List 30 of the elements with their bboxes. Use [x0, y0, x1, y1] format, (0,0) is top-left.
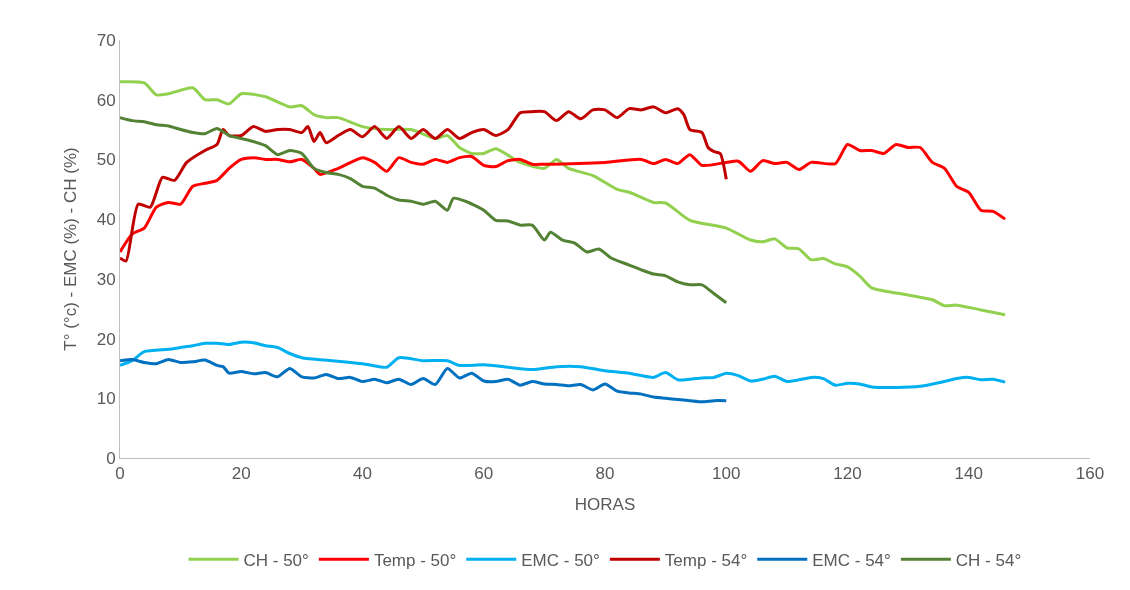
y-tick-label: 70: [96, 30, 116, 50]
x-tick-label: 100: [712, 464, 741, 484]
x-tick-label: 160: [1075, 464, 1105, 484]
line-series: [120, 105, 728, 263]
y-tick-label: 40: [96, 210, 116, 230]
y-tick-label: 10: [96, 389, 116, 409]
line-series: [120, 142, 1007, 254]
legend-label: CH - 54°: [955, 550, 1022, 570]
x-tick-label: 80: [595, 464, 615, 484]
legend-label: EMC - 54°: [812, 550, 891, 570]
y-tick-label: 20: [96, 329, 116, 349]
line-series: [120, 340, 1007, 390]
y-tick-label: 50: [96, 150, 116, 170]
line-series: [120, 357, 728, 404]
y-tick-label: 30: [96, 269, 116, 289]
x-tick-label: 120: [833, 464, 862, 484]
y-axis-title: T° (°c) - EMC (%) - CH (%): [61, 147, 81, 351]
x-tick-label: 20: [231, 464, 251, 484]
x-tick-label: 40: [353, 464, 372, 484]
y-tick-label: 0: [106, 448, 116, 468]
y-tick-label: 60: [96, 90, 116, 110]
legend-label: CH - 50°: [243, 550, 309, 570]
x-tick-label: 60: [474, 464, 494, 484]
line-series: [120, 80, 1007, 317]
legend-label: Temp - 54°: [664, 550, 748, 570]
legend-label: EMC - 50°: [521, 550, 600, 570]
x-axis-title: HORAS: [574, 494, 636, 514]
line-series: [120, 116, 728, 305]
legend-label: Temp - 50°: [373, 550, 457, 570]
x-tick-label: 140: [954, 464, 983, 484]
